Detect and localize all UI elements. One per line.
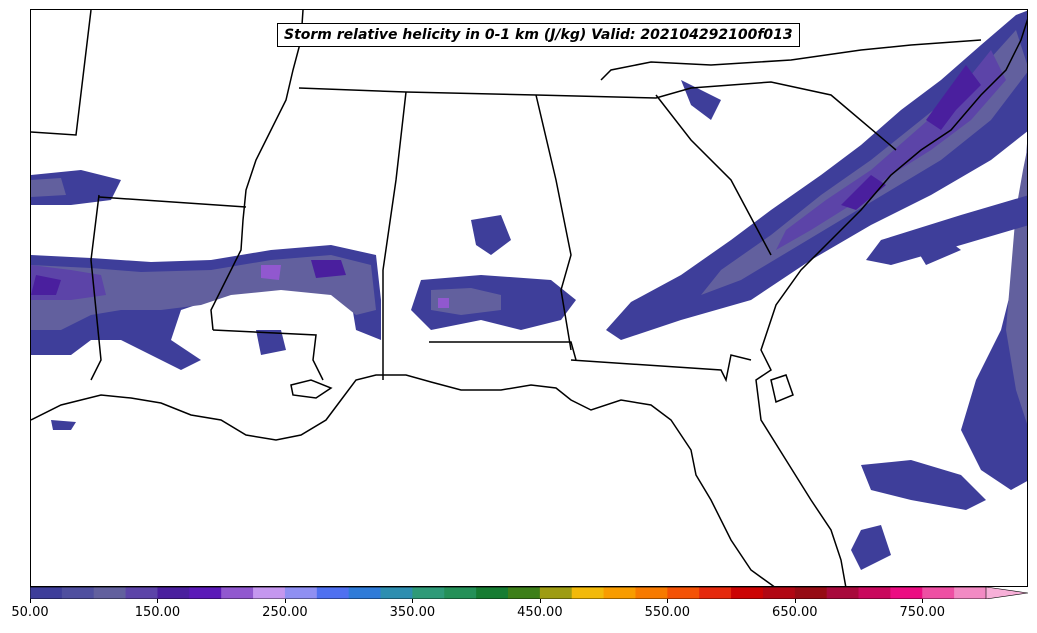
colorbar-tick-label: 150.00 <box>134 605 181 620</box>
colorbar-swatch <box>731 587 764 599</box>
map-panel: Storm relative helicity in 0-1 km (J/kg)… <box>30 9 1028 587</box>
colorbar-swatch <box>284 587 318 599</box>
colorbar-swatch <box>93 587 127 599</box>
colorbar-tick-label: 450.00 <box>517 605 563 620</box>
colorbar-swatch <box>539 587 573 599</box>
colorbar-tick-label: 550.00 <box>644 605 691 620</box>
boundaries <box>31 10 1027 586</box>
colorbar-tick-mark <box>539 599 541 603</box>
colorbar-tick-label: 350.00 <box>389 605 436 620</box>
colorbar-swatches <box>30 587 1028 599</box>
map-canvas <box>31 10 1027 586</box>
colorbar-tick-mark <box>667 599 669 603</box>
colorbar-swatch <box>61 587 95 599</box>
colorbar-tick-mark <box>794 599 796 603</box>
colorbar-swatch <box>444 587 477 599</box>
colorbar-swatch <box>826 587 860 599</box>
colorbar-swatch <box>316 587 350 599</box>
colorbar-swatch <box>699 587 732 599</box>
colorbar-swatch <box>412 587 445 599</box>
colorbar-swatch <box>667 587 700 599</box>
helicity-shading <box>31 10 1027 570</box>
map-title: Storm relative helicity in 0-1 km (J/kg)… <box>277 23 800 47</box>
colorbar-tick-label: 250.00 <box>262 605 308 620</box>
colorbar-swatch <box>762 587 796 599</box>
colorbar-tick-label: 650.00 <box>772 605 818 620</box>
colorbar <box>30 587 1028 599</box>
colorbar-tick-mark <box>412 599 414 603</box>
colorbar-tick-label: 750.00 <box>899 605 946 620</box>
colorbar-swatch <box>922 587 955 599</box>
colorbar-swatch <box>635 587 668 599</box>
colorbar-swatch <box>253 587 286 599</box>
colorbar-swatch <box>571 587 605 599</box>
colorbar-swatch <box>954 587 987 599</box>
colorbar-tick-mark <box>284 599 286 603</box>
colorbar-swatch <box>476 587 509 599</box>
colorbar-swatch <box>30 587 63 599</box>
colorbar-extend-arrow <box>985 587 1028 599</box>
colorbar-swatch <box>189 587 222 599</box>
colorbar-swatch <box>890 587 923 599</box>
colorbar-swatch <box>794 587 828 599</box>
colorbar-swatch <box>380 587 413 599</box>
colorbar-tick-mark <box>157 599 159 603</box>
colorbar-swatch <box>508 587 541 599</box>
colorbar-swatch <box>858 587 891 599</box>
colorbar-tick-mark <box>30 599 31 603</box>
colorbar-swatch <box>348 587 382 599</box>
colorbar-swatch <box>221 587 254 599</box>
colorbar-swatch <box>603 587 636 599</box>
colorbar-tick-mark <box>922 599 924 603</box>
colorbar-tick-label: 50.00 <box>11 605 49 620</box>
colorbar-swatch <box>157 587 190 599</box>
colorbar-swatch <box>125 587 158 599</box>
